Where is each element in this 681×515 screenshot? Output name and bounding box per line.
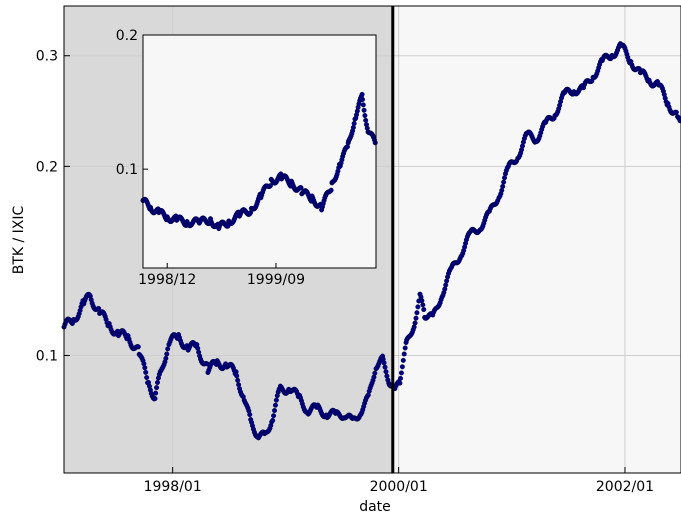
main-point-384 [421, 307, 427, 313]
main-point-360 [398, 370, 404, 376]
inset-x-tick-label-0: 1998/12 [138, 272, 196, 288]
main-point-223 [270, 417, 276, 423]
inset-y-tick-label-0: 0.1 [116, 162, 138, 178]
main-point-109 [163, 355, 169, 361]
main-point-378 [415, 304, 421, 310]
main-point-341 [381, 360, 387, 366]
main-plot-frame [63, 5, 681, 474]
main-point-88 [144, 375, 150, 381]
main-point-110 [164, 351, 170, 357]
main-point-37 [96, 306, 102, 312]
inset-x-tick-label-1: 1999/09 [247, 272, 305, 288]
x-axis-label: date [359, 499, 391, 515]
main-ticks: 1998/01 2000/01 2002/01 0.1 0.2 0.3 [36, 49, 654, 495]
main-point-358 [397, 380, 403, 386]
main-point-342 [382, 364, 388, 370]
inset-point-270 [350, 124, 356, 130]
inset-point-298 [372, 140, 378, 146]
main-point-225 [272, 408, 278, 414]
main-point-655 [677, 118, 681, 124]
main-point-362 [400, 357, 406, 363]
inset-y-tick-label-1: 0.2 [116, 28, 138, 44]
main-point-383 [420, 302, 426, 308]
main-point-408 [443, 282, 449, 288]
main-point-184 [234, 373, 240, 379]
inset-ticks: 1998/12 1999/09 0.1 0.2 [116, 28, 305, 288]
inset-point-284 [361, 107, 367, 113]
main-point-185 [235, 377, 241, 383]
main-point-331 [372, 370, 378, 376]
main-point-376 [413, 315, 419, 321]
main-point-224 [271, 413, 277, 419]
x-tick-label-0: 1998/01 [144, 479, 202, 495]
y-tick-label-1: 0.2 [36, 159, 58, 175]
main-point-377 [414, 310, 420, 316]
main-data-points [61, 41, 681, 441]
main-point-98 [153, 390, 159, 396]
inset-point-282 [360, 96, 366, 102]
x-tick-label-1: 2000/01 [370, 479, 428, 495]
x-tick-label-2: 2002/01 [596, 479, 654, 495]
y-axis-label: BTK / IXIC [11, 205, 27, 274]
inset-point-285 [362, 113, 368, 119]
inset-point-271 [351, 120, 357, 126]
main-point-375 [412, 320, 418, 326]
main-point-361 [399, 364, 405, 370]
main-point-363 [401, 351, 407, 357]
y-tick-label-2: 0.3 [36, 49, 58, 65]
main-point-382 [419, 298, 425, 304]
main-point-227 [273, 397, 279, 403]
main-point-79 [135, 344, 141, 350]
main-point-364 [402, 345, 408, 351]
main-point-100 [154, 379, 160, 385]
main-point-183 [233, 369, 239, 375]
main-point-99 [154, 385, 160, 391]
inset-data-points [140, 91, 378, 232]
inset-plot-frame [142, 34, 377, 269]
inset-point-241 [328, 187, 334, 193]
inset-point-281 [359, 91, 365, 97]
main-point-651 [673, 109, 679, 115]
main-point-198 [247, 412, 253, 418]
main-point-468 [500, 183, 506, 189]
inset-point-286 [363, 117, 369, 123]
inset-point-203 [298, 185, 304, 191]
main-point-86 [142, 365, 148, 371]
main-point-226 [272, 402, 278, 408]
inset-point-283 [360, 102, 366, 108]
main-point-359 [398, 375, 404, 381]
main-point-469 [501, 179, 507, 185]
inset-point-164 [267, 183, 273, 189]
y-tick-label-0: 0.1 [36, 348, 58, 364]
main-point-97 [152, 396, 158, 402]
inset-plot-background [143, 35, 376, 268]
main-point-87 [143, 369, 149, 375]
main-point-343 [383, 369, 389, 375]
main-point-111 [165, 346, 171, 352]
